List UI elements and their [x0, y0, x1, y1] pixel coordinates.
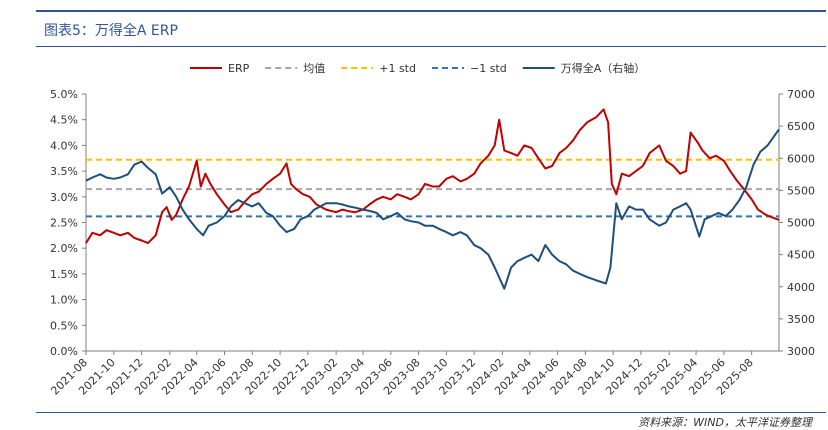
left-axis-tick-label: 4.0%	[50, 139, 78, 152]
legend-label: −1 std	[470, 62, 507, 75]
right-axis-tick-label: 3500	[787, 313, 815, 326]
source-note: 资料来源：WIND，太平洋证券整理	[638, 416, 812, 429]
chart-legend: ERP 均值 +1 std −1 std 万得全A（右轴）	[190, 61, 645, 75]
left-axis-tick-label: 3.5%	[50, 165, 78, 178]
left-axis-tick-label: 1.5%	[50, 268, 78, 281]
left-axis-tick-label: 2.5%	[50, 217, 78, 230]
chart-axes: 0.0% 0.5% 1.0% 1.5% 2.0% 2.5% 3.0% 3.5% 4.0% 4.5%…	[48, 88, 815, 398]
left-axis-tick-label: 1.0%	[50, 294, 78, 307]
left-axis-tick-label: 4.5%	[50, 114, 78, 127]
right-axis-tick-label: 7000	[787, 88, 815, 101]
chart-plot-area	[85, 108, 780, 290]
right-axis-tick-label: 6000	[787, 152, 815, 165]
right-axis-tick-label: 6500	[787, 120, 815, 133]
right-axis-tick-label: 4500	[787, 249, 815, 262]
left-axis-tick-label: 2.0%	[50, 242, 78, 255]
right-axis-tick-label: 4000	[787, 281, 815, 294]
left-axis-tick-label: 0.0%	[50, 345, 78, 358]
legend-label: 均值	[303, 62, 325, 75]
chart-title: 图表5：万得全A ERP	[44, 23, 178, 39]
footer-rule	[36, 412, 826, 413]
legend-label: ERP	[228, 62, 250, 75]
right-axis-tick-label: 3000	[787, 345, 815, 358]
legend-label: 万得全A（右轴）	[561, 61, 646, 75]
left-axis-tick-label: 5.0%	[50, 88, 78, 101]
series-line	[85, 108, 780, 245]
legend-label: +1 std	[379, 62, 416, 75]
header-rule-bottom	[36, 46, 826, 47]
left-axis-tick-label: 3.0%	[50, 191, 78, 204]
right-axis-tick-label: 5500	[787, 184, 815, 197]
left-axis-tick-label: 0.5%	[50, 319, 78, 332]
right-axis-tick-label: 5000	[787, 217, 815, 230]
series-line	[85, 128, 780, 290]
header-rule-top	[36, 10, 826, 12]
